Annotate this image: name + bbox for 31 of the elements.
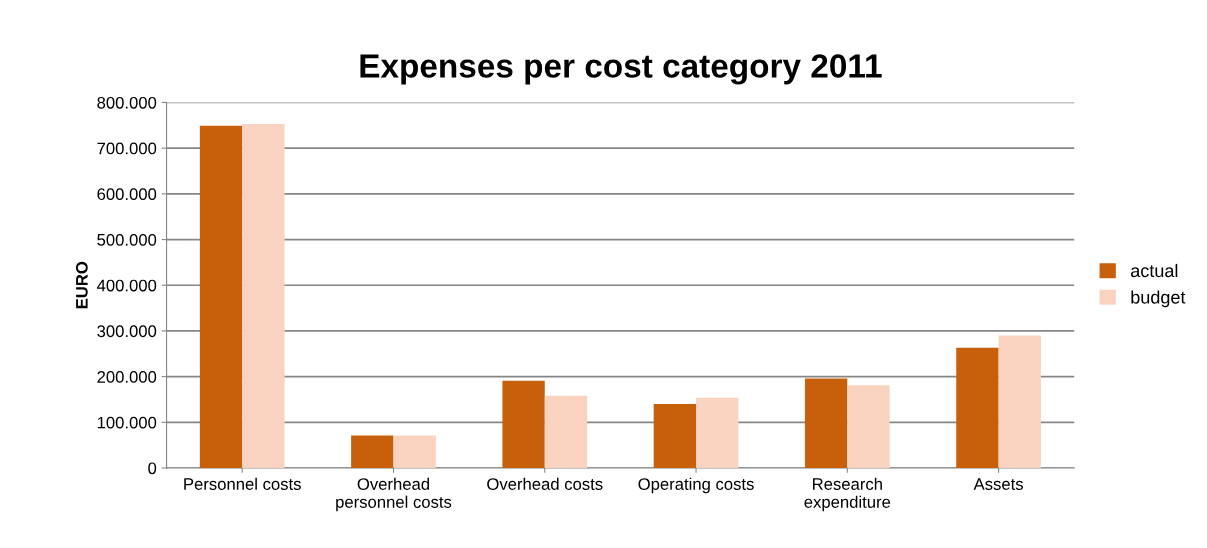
- bar: [199, 125, 243, 468]
- bar: [998, 335, 1041, 468]
- y-tick-label: 500.000: [97, 233, 157, 246]
- legend-label: actual: [1131, 263, 1178, 278]
- y-tick-label: 0: [148, 462, 157, 475]
- x-tick-label: Overhead personnel costs: [336, 477, 452, 512]
- x-tick-label: Operating costs: [638, 477, 754, 494]
- bar: [653, 404, 697, 468]
- legend-label: budget: [1131, 290, 1186, 308]
- y-tick-label: 400.000: [96, 279, 157, 292]
- bar: [847, 385, 890, 468]
- y-tick-label: 800.000: [97, 96, 157, 109]
- x-tick-label: Assets: [973, 478, 1023, 490]
- x-tick-label: Overhead costs: [487, 477, 603, 490]
- bar: [544, 395, 588, 468]
- y-tick-label: 300.000: [97, 325, 157, 338]
- bar: [393, 435, 436, 468]
- y-tick-label: 700.000: [97, 142, 157, 155]
- bar: [956, 347, 999, 468]
- bar: [351, 435, 394, 468]
- y-tick-label: 200.000: [97, 371, 157, 383]
- bar: [696, 397, 739, 468]
- bar: [804, 378, 848, 468]
- bar: [502, 380, 545, 468]
- bar: [242, 123, 285, 468]
- y-axis-title: EURO: [75, 261, 88, 309]
- chart-title: Expenses per cost category 2011: [360, 54, 882, 85]
- y-tick-label: 100.000: [97, 416, 157, 429]
- x-tick-label: Personnel costs: [184, 477, 301, 490]
- x-tick-label: Research expenditure: [804, 477, 891, 512]
- y-tick-label: 600.000: [97, 188, 157, 201]
